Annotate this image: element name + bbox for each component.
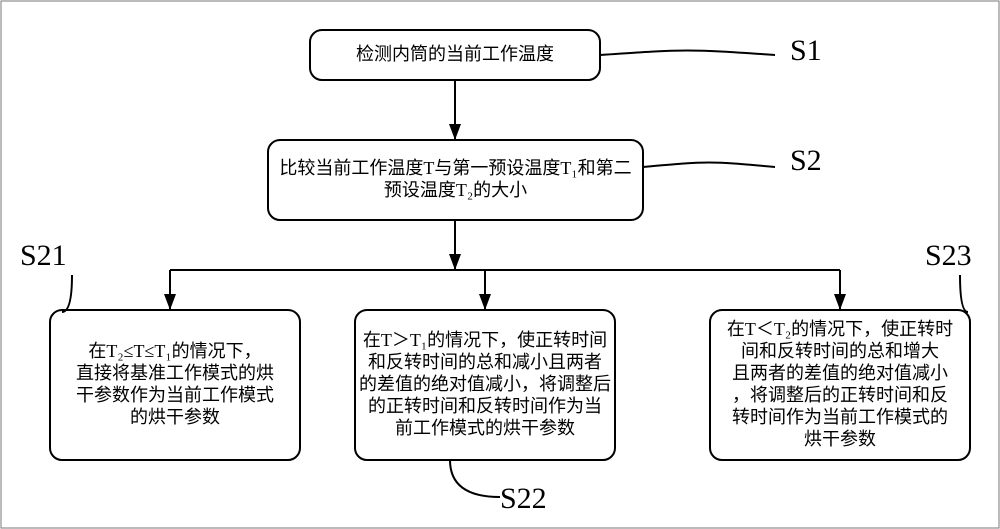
node-s21-text: 直接将基准工作模式的烘 xyxy=(76,363,274,383)
step-label-s21-leader xyxy=(62,275,72,312)
step-label-s22: S22 xyxy=(500,482,547,515)
step-label-s2-leader xyxy=(643,163,775,168)
node-s21-text: 的烘干参数 xyxy=(130,407,220,427)
node-s22-text: 的正转时间和反转时间作为当 xyxy=(368,396,602,416)
node-s23-text: 转时间作为当前工作模式的 xyxy=(732,407,948,427)
node-s23-text: 烘干参数 xyxy=(804,429,876,449)
node-s23-text: 间和反转时间的总和增大 xyxy=(741,341,939,361)
step-label-s23: S23 xyxy=(925,239,972,272)
node-s2-text: 预设温度T₂的大小 xyxy=(384,180,527,200)
node-s23-text: ，将调整后的正转时间和反 xyxy=(732,385,948,405)
node-s21-text: 干参数作为当前工作模式 xyxy=(76,385,274,405)
node-s22-text: 和反转时间的总和减小且两者 xyxy=(368,352,602,372)
step-label-s2: S2 xyxy=(790,144,822,177)
step-label-s1: S1 xyxy=(790,34,822,67)
node-s22-text: 在T＞T₁的情况下，使正转时间 xyxy=(363,330,607,350)
node-s23-text: 在T＜T₂的情况下，使正转时 xyxy=(727,319,953,339)
step-label-s23-leader xyxy=(960,275,968,312)
node-s21-text: 在T₂≤T≤T₁的情况下， xyxy=(88,341,261,361)
node-s1-text: 检测内筒的当前工作温度 xyxy=(356,44,554,64)
node-s2-text: 比较当前工作温度T与第一预设温度T₁和第二 xyxy=(279,158,631,178)
step-label-s21: S21 xyxy=(20,239,67,272)
node-s22-text: 前工作模式的烘干参数 xyxy=(395,418,575,438)
node-s22-text: 的差值的绝对值减小，将调整后 xyxy=(359,374,611,394)
node-s23-text: 且两者的差值的绝对值减小 xyxy=(732,363,948,383)
step-label-s22-leader xyxy=(450,460,500,497)
step-label-s1-leader xyxy=(600,51,775,56)
